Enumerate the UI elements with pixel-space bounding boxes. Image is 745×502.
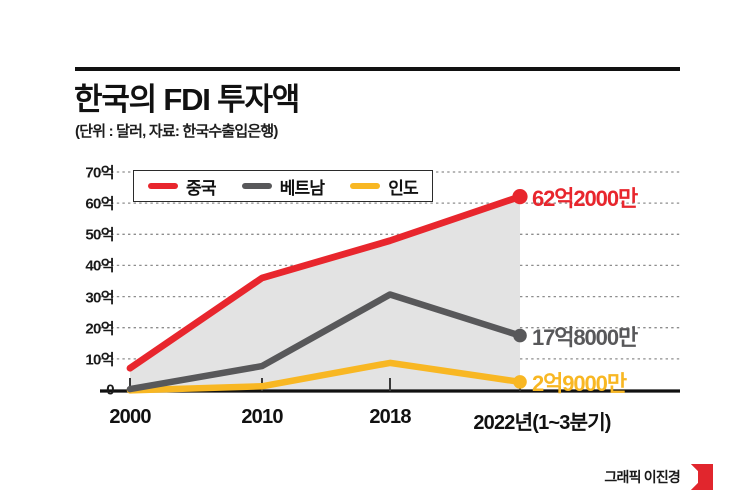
y-tick-70: 70억: [85, 164, 114, 182]
y-tick-20: 20억: [85, 320, 114, 338]
legend-label-china: 중국: [186, 178, 216, 198]
chart-legend: 중국 베트남 인도: [133, 170, 433, 202]
page-title: 한국의 FDI 투자액: [74, 82, 300, 117]
legend-item-india[interactable]: 인도: [350, 174, 419, 199]
legend-item-china[interactable]: 중국: [148, 174, 216, 199]
x-tick-2022: 2022년(1~3분기): [473, 412, 611, 434]
legend-swatch-vietnam-icon: [241, 183, 272, 189]
credit-text: 그래픽 이진경: [604, 469, 680, 485]
series-line-vietnam: [126, 291, 524, 393]
callout-india: 2억9000만: [532, 371, 627, 396]
x-tick-2018: 2018: [369, 406, 411, 428]
y-tick-10: 10억: [85, 351, 114, 369]
x-tick-2010: 2010: [241, 406, 283, 428]
y-axis-labels: 70억 60억 50억 40억 30억 20억 10억 0: [58, 0, 114, 502]
legend-label-vietnam: 베트남: [279, 178, 325, 198]
area-fill-china: [130, 196, 520, 391]
publisher-logo-icon: [691, 464, 713, 490]
legend-label-india: 인도: [388, 178, 418, 198]
y-tick-50: 50억: [85, 226, 114, 244]
credit-block: 그래픽 이진경: [604, 462, 715, 492]
series-endpoint-china: [512, 189, 528, 205]
series-endpoint-vietnam: [513, 328, 527, 343]
page-subtitle: (단위 : 달러, 자료: 한국수출입은행): [75, 123, 278, 140]
header-rule: [75, 67, 680, 71]
series-line-india: [126, 359, 524, 394]
y-tick-60: 60억: [85, 195, 114, 213]
y-tick-30: 30억: [85, 289, 114, 307]
callout-china: 62억2000만: [532, 186, 638, 211]
legend-swatch-china-icon: [148, 183, 178, 189]
y-tick-40: 40억: [85, 257, 114, 275]
x-tick-2000: 2000: [109, 406, 151, 428]
callout-vietnam: 17억8000만: [532, 325, 638, 350]
series-line-china: [126, 193, 524, 372]
legend-swatch-india-icon: [350, 183, 381, 189]
series-endpoint-india: [513, 375, 527, 389]
y-tick-0: 0: [106, 381, 114, 399]
legend-item-vietnam[interactable]: 베트남: [241, 174, 325, 199]
